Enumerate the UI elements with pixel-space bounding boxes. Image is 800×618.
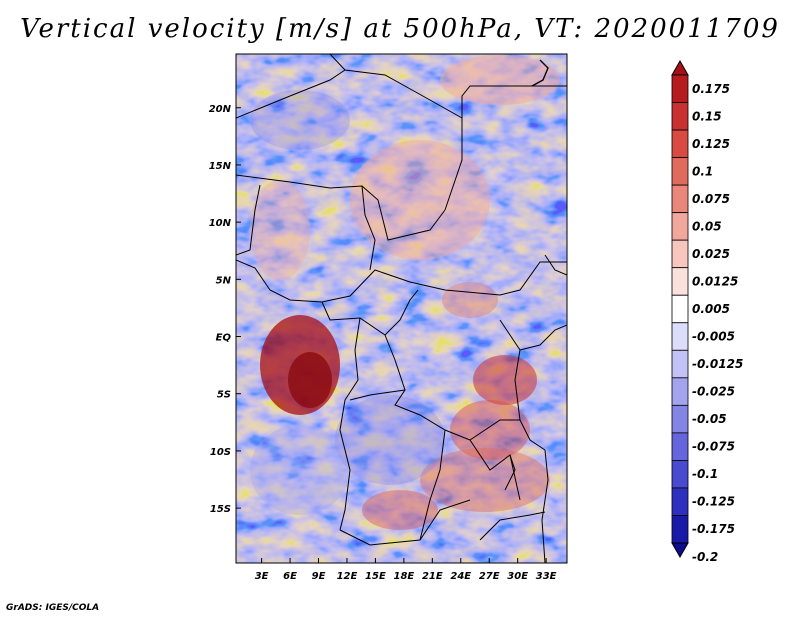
field-cell-1	[288, 352, 332, 408]
y-axis: 20N 15N 10N 5N EQ 5S 10S 15S	[209, 104, 241, 515]
colorbar-label-15: -0.125	[692, 495, 735, 509]
x-tick-label-30E: 30E	[507, 571, 528, 582]
colorbar-box-13	[671, 432, 689, 461]
field-cell-8	[250, 180, 310, 280]
border-1	[236, 174, 446, 241]
map-area	[236, 54, 567, 563]
field-cell-11	[250, 425, 350, 515]
country-borders	[236, 54, 567, 563]
border-8	[384, 334, 521, 501]
colorbar-box-2	[671, 129, 689, 158]
field-cell-5	[362, 490, 438, 530]
border-6	[236, 184, 261, 256]
colorbar-box-9	[671, 322, 689, 351]
field-cell-7	[440, 55, 560, 105]
colorbar-label-12: -0.05	[692, 412, 727, 426]
colorbar-label-17: -0.2	[692, 550, 718, 564]
x-tick-label-33E: 33E	[536, 571, 557, 582]
border-2	[236, 69, 346, 119]
colorbar-box-7	[671, 267, 689, 296]
colorbar-label-2: 0.125	[692, 137, 730, 151]
field-cell-9	[442, 282, 498, 318]
border-11	[349, 389, 406, 401]
colorbar-label-6: 0.025	[692, 247, 730, 261]
field-cell-4	[420, 448, 550, 512]
field-cell-2	[473, 355, 537, 405]
x-tick-label-9E: 9E	[312, 571, 326, 582]
colorbar-box-16	[671, 515, 689, 544]
colorbar-box-6	[671, 239, 689, 269]
border-9	[339, 317, 361, 531]
x-tick-label-3E: 3E	[255, 571, 269, 582]
border-16	[541, 449, 549, 563]
colorbar-box-8	[671, 294, 689, 324]
field-cell-10	[335, 395, 445, 485]
border-15	[504, 454, 516, 491]
x-tick-label-27E: 27E	[479, 571, 500, 582]
colorbar-label-8: 0.005	[692, 302, 730, 316]
border-12	[419, 429, 446, 541]
coastline-ne	[531, 59, 549, 87]
colorbar-box-11	[671, 377, 689, 406]
x-tick-label-12E: 12E	[337, 571, 358, 582]
border-3	[461, 85, 567, 118]
chart-title: Vertical velocity [m/s] at 500hPa, VT: 2…	[20, 14, 780, 44]
colorbar-label-11: -0.025	[692, 385, 735, 399]
field-cell-6	[350, 140, 490, 260]
border-17	[479, 511, 546, 541]
field-texture	[236, 54, 567, 563]
colorbar-bottom-extend	[671, 542, 689, 559]
y-tick-label-5S: 5S	[217, 390, 231, 401]
colorbar-label-13: -0.075	[692, 440, 735, 454]
colorbar-label-16: -0.175	[692, 522, 735, 536]
colorbar-box-14	[671, 460, 689, 489]
colorbar-label-0: 0.175	[692, 82, 730, 96]
colorbar: 0.175 0.15 0.125 0.1 0.075 0.05 0.025 0.0125 0.0…	[671, 59, 743, 564]
y-tick-label-EQ: EQ	[216, 333, 232, 344]
colorbar-box-10	[671, 349, 689, 379]
colorbar-label-10: -0.0125	[692, 357, 743, 371]
y-tick-label-15N: 15N	[209, 161, 232, 172]
grads-credit: GrADS: IGES/COLA	[6, 603, 100, 613]
colorbar-box-5	[671, 212, 689, 241]
field-cell-12	[250, 90, 350, 150]
colorbar-label-1: 0.15	[692, 109, 722, 123]
colorbar-label-9: -0.005	[692, 330, 735, 344]
colorbar-box-1	[671, 102, 689, 131]
y-tick-label-15S: 15S	[210, 504, 231, 515]
border-13	[499, 319, 546, 451]
colorbar-box-4	[671, 184, 689, 214]
colorbar-box-15	[671, 487, 689, 516]
x-tick-label-6E: 6E	[283, 571, 297, 582]
colorbar-label-7: 0.0125	[692, 274, 738, 288]
border-5	[361, 185, 376, 271]
colorbar-label-5: 0.05	[692, 219, 722, 233]
colorbar-box-0	[671, 74, 689, 103]
x-tick-label-18E: 18E	[393, 571, 414, 582]
colorbar-label-4: 0.075	[692, 192, 730, 206]
colorbar-top-extend	[671, 59, 689, 76]
y-tick-label-5N: 5N	[216, 275, 232, 286]
x-tick-label-15E: 15E	[365, 571, 386, 582]
colorbar-label-14: -0.1	[692, 467, 718, 481]
y-tick-label-10N: 10N	[209, 218, 232, 229]
map-frame	[235, 53, 568, 564]
x-tick-label-21E: 21E	[422, 571, 443, 582]
colorbar-label-3: 0.1	[692, 164, 713, 178]
x-tick-label-24E: 24E	[450, 571, 471, 582]
border-19	[544, 254, 567, 276]
colorbar-box-3	[671, 157, 689, 186]
y-tick-label-20N: 20N	[209, 104, 232, 115]
border-4	[236, 259, 567, 303]
field-cell-3	[450, 400, 530, 460]
x-axis: 3E 6E 9E 12E 15E 18E 21E 24E 27E 30E 33E	[255, 558, 557, 582]
y-tick-label-10S: 10S	[210, 447, 231, 458]
colorbar-box-12	[671, 404, 689, 434]
border-14	[469, 419, 520, 441]
border-18	[519, 324, 567, 351]
